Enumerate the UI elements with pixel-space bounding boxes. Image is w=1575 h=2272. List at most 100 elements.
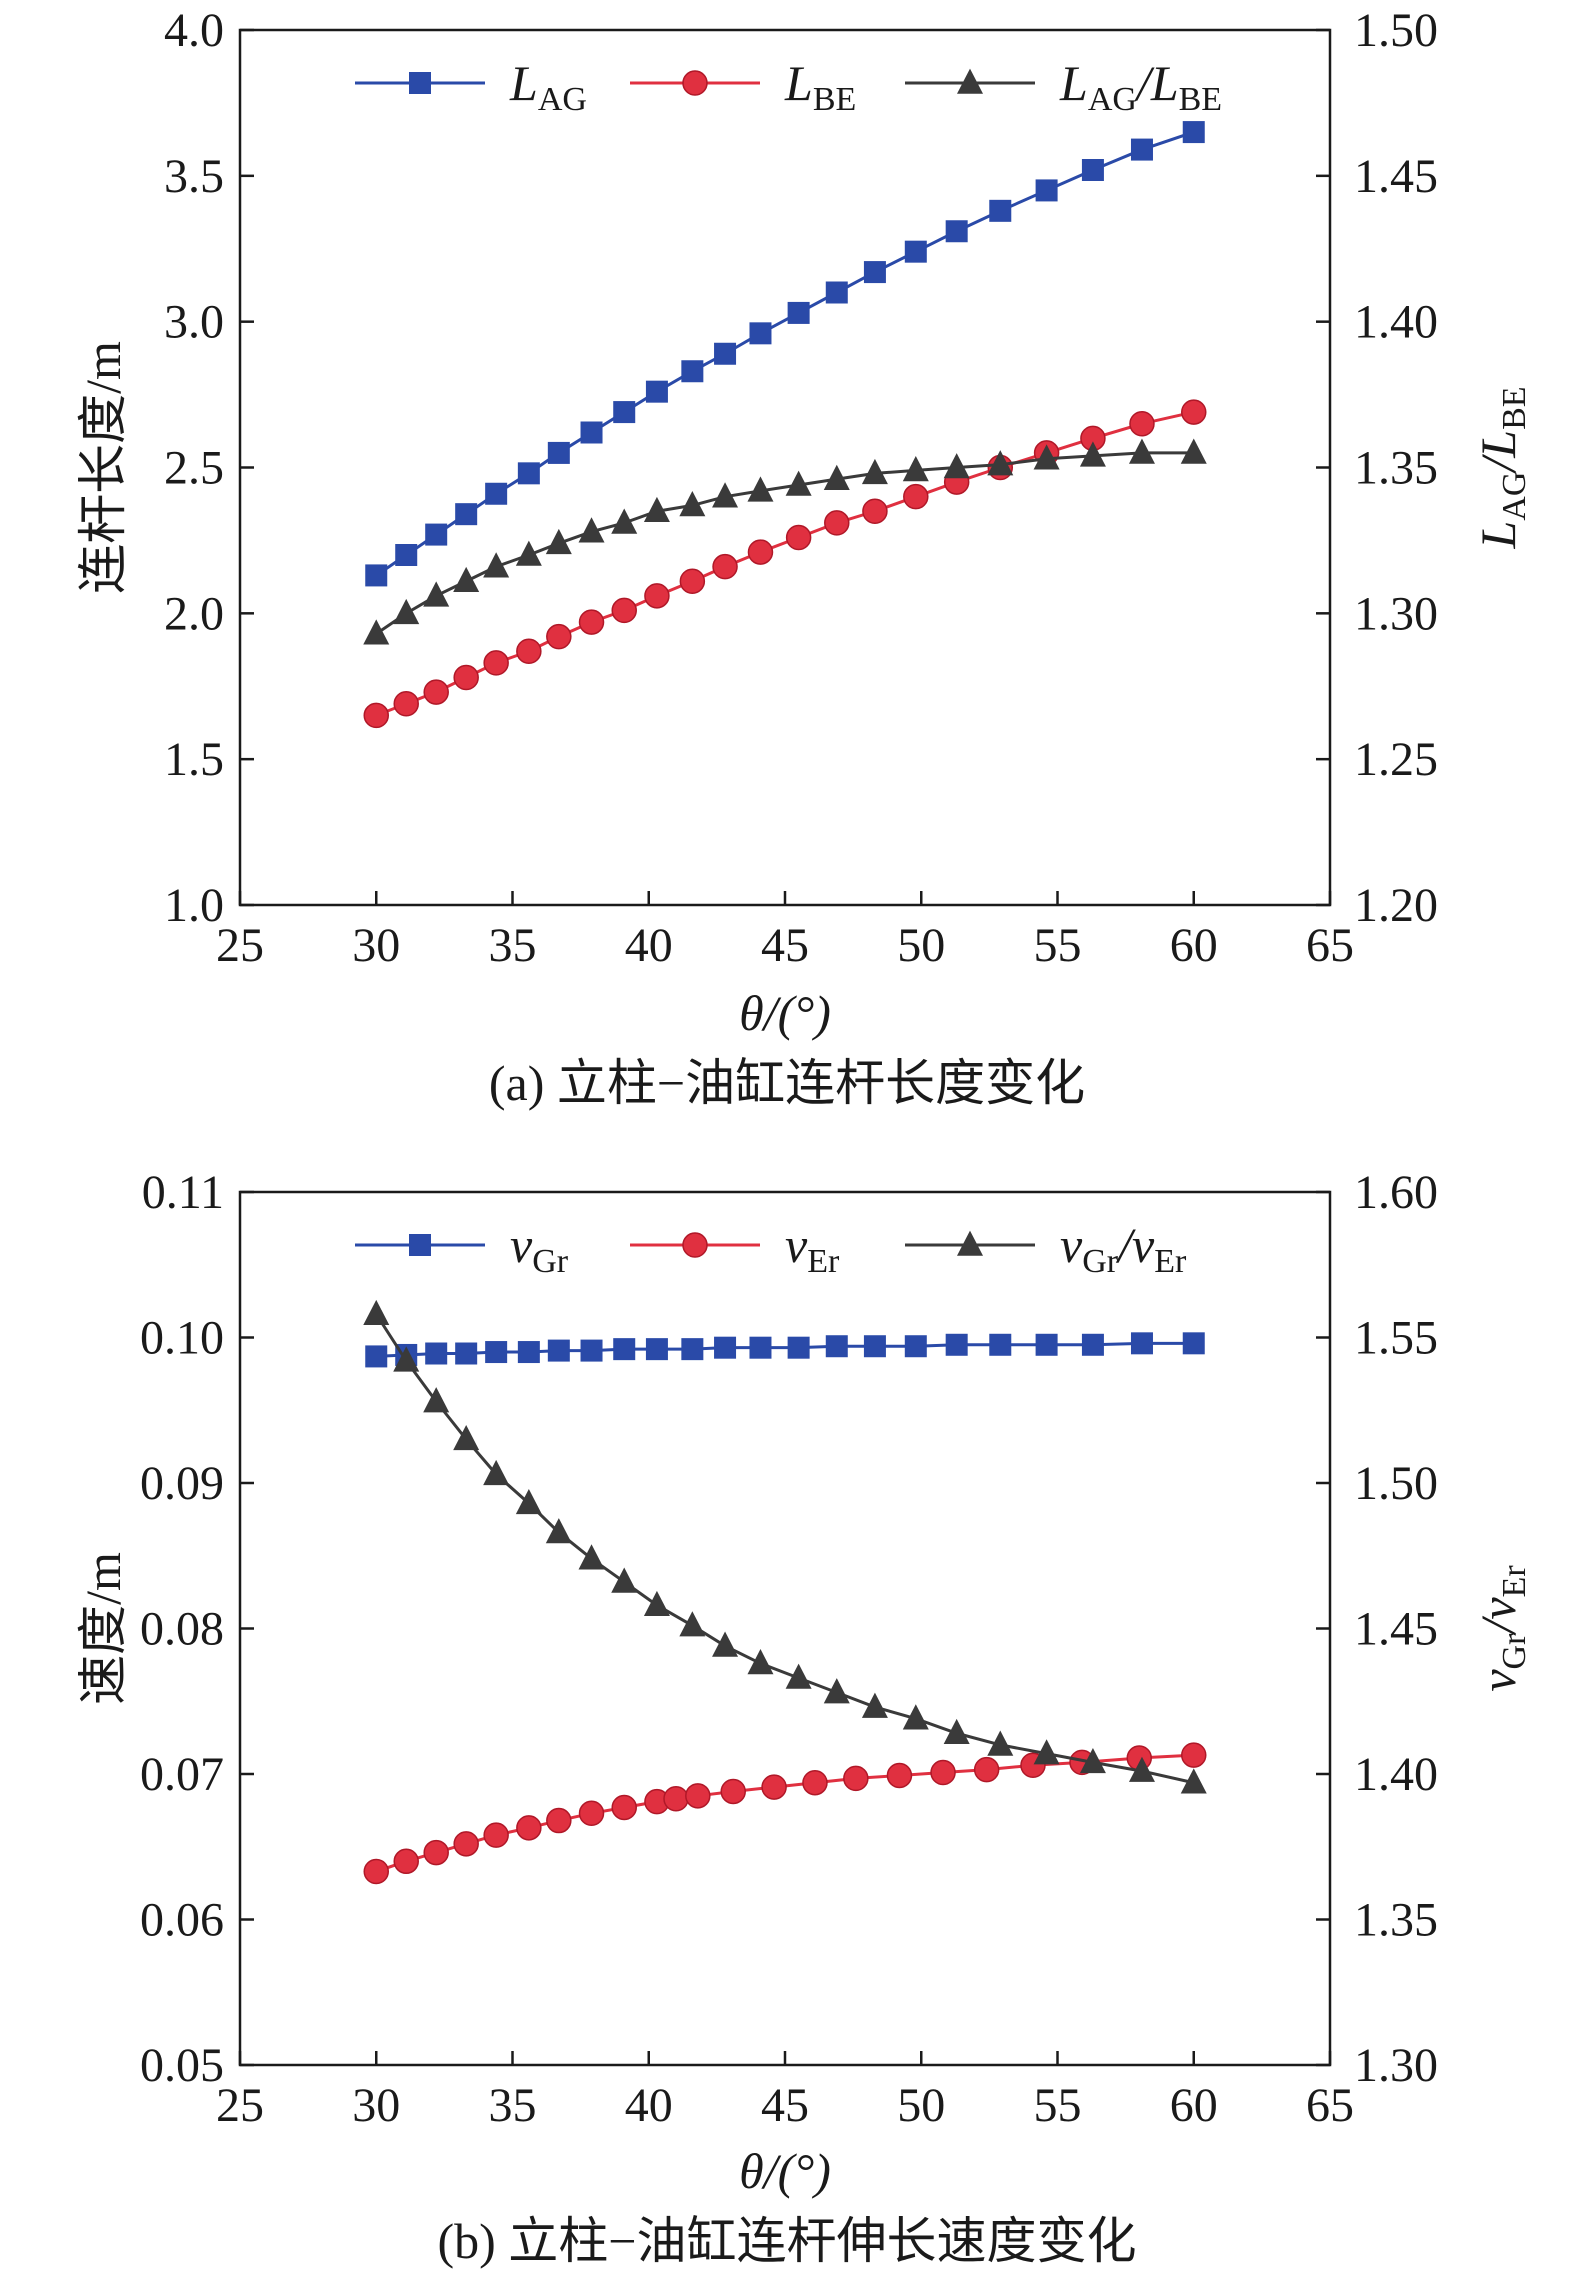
- data-point: [861, 1692, 888, 1718]
- figure-caption: (b) 立柱−油缸连杆伸长速度变化: [438, 2213, 1137, 2269]
- y-left-tick-label: 0.06: [140, 1894, 224, 1947]
- y-right-label-main: v: [1470, 1669, 1526, 1692]
- data-point: [483, 1822, 509, 1848]
- data-point: [749, 322, 772, 345]
- data-point: [545, 1518, 572, 1544]
- y-left-tick-label: 4.0: [164, 4, 224, 57]
- data-point: [1033, 444, 1060, 470]
- data-point: [714, 1336, 737, 1359]
- legend-name: L: [509, 55, 538, 111]
- data-point: [365, 1345, 388, 1368]
- data-point: [989, 1333, 1012, 1356]
- data-point: [1130, 1332, 1153, 1355]
- data-point: [902, 1704, 929, 1730]
- data-point: [861, 458, 888, 485]
- y-right-tick-label: 1.55: [1354, 1312, 1438, 1365]
- data-point: [1182, 1332, 1205, 1355]
- data-point: [517, 1341, 540, 1364]
- data-point: [902, 456, 929, 482]
- y-left-tick-label: 0.08: [140, 1603, 224, 1656]
- series-line-1: [375, 1753, 1194, 1873]
- x-tick-label: 65: [1306, 919, 1354, 972]
- y-left-axis-label: 连杆长度/m: [75, 341, 131, 594]
- data-point: [930, 1759, 956, 1786]
- data-point: [679, 1611, 706, 1637]
- data-point: [825, 1335, 848, 1358]
- x-tick-label: 25: [216, 2079, 264, 2132]
- data-point: [747, 539, 774, 565]
- data-point: [578, 609, 605, 635]
- legend-name: v: [1060, 1217, 1083, 1273]
- data-point: [1033, 1739, 1060, 1765]
- data-point: [645, 380, 668, 403]
- y-left-tick-label: 2.0: [164, 587, 224, 640]
- data-point: [720, 1778, 746, 1805]
- legend-entry-2: vGr/vEr: [1060, 1217, 1187, 1280]
- data-point: [395, 544, 418, 566]
- y-right-tick-label: 1.35: [1354, 1894, 1438, 1947]
- data-point: [987, 450, 1014, 476]
- legend-name: v: [510, 1217, 533, 1273]
- y-right-tick-label: 1.50: [1354, 1457, 1438, 1510]
- legend-sub: AG: [538, 81, 587, 118]
- data-point: [393, 691, 419, 717]
- data-point: [423, 679, 449, 705]
- y-right-label-sep: /L: [1470, 430, 1526, 475]
- x-axis-label: θ/(°): [739, 2143, 831, 2199]
- data-point: [904, 1335, 927, 1358]
- data-point: [547, 1339, 570, 1362]
- data-point: [578, 1800, 605, 1827]
- x-tick-label: 45: [761, 919, 809, 972]
- data-point: [643, 1590, 670, 1617]
- y-right-tick-label: 1.60: [1354, 1166, 1438, 1219]
- y-left-axis-label: 速度/m: [75, 1552, 131, 1705]
- data-point: [485, 1341, 508, 1364]
- data-point: [611, 1567, 638, 1593]
- data-point: [714, 342, 737, 365]
- y-left-tick-label: 0.07: [140, 1748, 224, 1801]
- data-point: [679, 568, 706, 594]
- legend-sub: Gr: [532, 1243, 569, 1280]
- chart-panel-a: 25 30 35 40 45 50 55 60 65 1.0 1.5 2.0 2.5 3.0 3.5 4.0 1…: [75, 4, 1533, 1111]
- x-tick-label: 65: [1306, 2079, 1354, 2132]
- y-right-label-sub2: Er: [1496, 1565, 1533, 1598]
- data-point: [1128, 438, 1155, 464]
- legend: vGr vEr vGr/vEr: [355, 1217, 1187, 1280]
- x-tick-label: 35: [489, 2079, 537, 2132]
- chart-panel-b: 25 30 35 40 45 50 55 60 65 0.05 0.06 0.07 0.08 0.09 0.…: [75, 1166, 1533, 2269]
- data-point: [1181, 399, 1207, 425]
- data-point: [712, 1631, 739, 1657]
- y-right-tick-label: 1.40: [1354, 296, 1438, 349]
- data-point: [611, 597, 637, 624]
- plot-frame: [238, 1190, 1332, 2067]
- y-left-tick-label: 3.5: [164, 150, 224, 203]
- legend-entry-0: LAG: [509, 55, 587, 118]
- data-point: [825, 281, 848, 304]
- series-line-2: [374, 1313, 1195, 1785]
- legend-sub: AG: [1088, 81, 1137, 118]
- y-left-tick-label: 0.05: [140, 2039, 224, 2092]
- data-point: [785, 470, 812, 496]
- y-right-tick-label: 1.25: [1354, 733, 1438, 786]
- data-point: [712, 553, 738, 580]
- series-1: [363, 1742, 1207, 1885]
- y-right-axis-label: vGr/vEr: [1470, 1565, 1533, 1692]
- data-point: [1128, 1756, 1155, 1782]
- data-point: [485, 482, 508, 505]
- data-point: [785, 524, 812, 551]
- data-point: [862, 498, 888, 524]
- data-point: [685, 1783, 711, 1809]
- y-right-tick-label: 1.20: [1354, 879, 1438, 932]
- y-left-tick-label: 0.10: [140, 1312, 224, 1365]
- data-point: [1130, 138, 1153, 161]
- data-point: [578, 1544, 605, 1570]
- y-right-label-main: L: [1470, 521, 1526, 550]
- y-right-tick-label: 1.50: [1354, 4, 1438, 57]
- data-point: [393, 1346, 420, 1372]
- data-point: [681, 360, 704, 383]
- x-tick-label: 30: [352, 919, 400, 972]
- data-point: [1180, 1768, 1207, 1794]
- y-right-label-sep: /v: [1470, 1597, 1526, 1637]
- data-point: [749, 1336, 772, 1359]
